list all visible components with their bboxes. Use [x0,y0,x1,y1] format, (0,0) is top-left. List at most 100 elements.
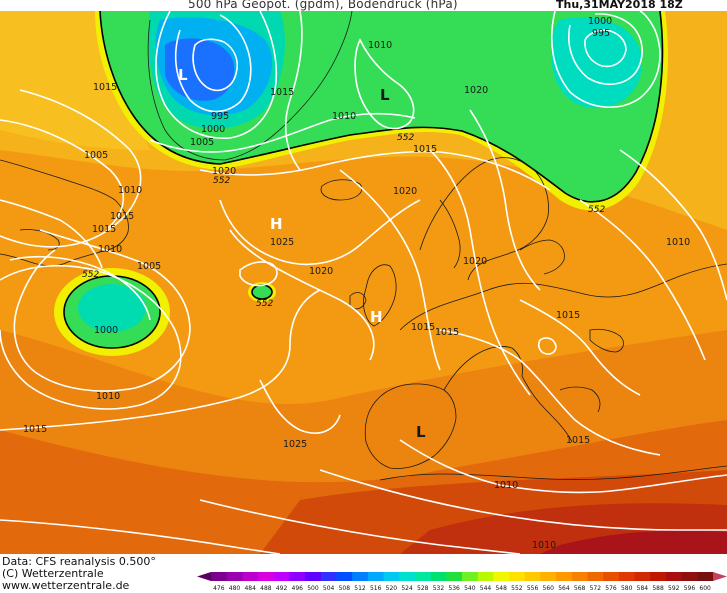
legend-tick-label: 544 [480,585,492,592]
legend-swatch [399,572,416,581]
legend-swatch [352,572,369,581]
pressure-label-layer: 1015 1005 1010 1015 1015 1010 1005 1000 … [23,16,690,551]
pressure-system-layer: L L H H L [178,66,426,441]
pressure-label: 1020 [309,266,333,277]
legend-tick-label: 592 [668,585,680,592]
color-scale-legend: 476 480 484 488 492 496 500 504 508 512 516 520 524 5… [197,572,727,592]
legend-tick-label: 532 [433,585,445,592]
legend-swatch [587,572,604,581]
legend-swatch [273,572,290,581]
legend-tick-label: 540 [464,585,476,592]
legend-tick-label: 600 [699,585,711,592]
legend-tick-label: 584 [637,585,649,592]
pressure-label: 1000 [94,325,118,336]
pressure-label: 995 [211,111,229,122]
legend-tick-label: 588 [652,585,664,592]
legend-tick-label: 568 [574,585,586,592]
weather-map: 1015 1005 1010 1015 1015 1010 1005 1000 … [0,11,727,554]
pressure-label: 1005 [84,150,108,161]
pressure-label: 995 [592,28,610,39]
low-marker: L [416,423,426,441]
legend-tick-label: 580 [621,585,633,592]
low-greenland-core [165,38,235,101]
pressure-label: 1015 [566,435,590,446]
pressure-label: 1015 [92,224,116,235]
legend-swatch [446,572,463,581]
pressure-label: 1020 [463,256,487,267]
pressure-label: 1015 [413,144,437,155]
geopotential-label-layer: 552 552 552 552 552 [82,133,605,309]
legend-swatch [258,572,275,581]
legend-tick-label: 564 [558,585,570,592]
pressure-label: 1010 [96,391,120,402]
legend-swatch [383,572,400,581]
legend-tick-label: 524 [401,585,413,592]
low-marker: L [178,66,188,84]
legend-arrow-low [197,572,211,581]
pressure-label: 1015 [270,87,294,98]
legend-tick-label: 492 [276,585,288,592]
legend-tick-label: 496 [292,585,304,592]
chart-title: 500 hPa Geopot. (gpdm), Bodendruck (hPa) [188,0,458,11]
isobars [0,11,727,554]
legend-tick-label: 536 [448,585,460,592]
legend-swatch [336,572,353,581]
data-source-credit: Data: CFS reanalysis 0.500° [2,555,156,568]
website-link[interactable]: www.wetterzentrale.de [2,579,130,592]
legend-swatch [603,572,620,581]
legend-tick-label: 488 [260,585,272,592]
pressure-label: 1000 [201,124,225,135]
legend-tick-label: 504 [323,585,335,592]
copyright-credit: (C) Wetterzentrale [2,567,104,580]
legend-tick-label: 516 [370,585,382,592]
legend-tick-label: 560 [543,585,555,592]
legend-tick-label: 528 [417,585,429,592]
legend-swatch [650,572,667,581]
legend-tick-label: 500 [307,585,319,592]
legend-swatch [571,572,588,581]
geopotential-label: 552 [213,176,230,186]
geopotential-label: 552 [397,133,414,143]
legend-tick-label: 480 [229,585,241,592]
legend-swatch [320,572,337,581]
field-south-5 [540,530,727,554]
cutoff-low-core [78,284,146,332]
valid-time: Thu,31MAY2018 18Z [556,0,683,11]
pressure-label: 1000 [588,16,612,27]
legend-swatch [681,572,698,581]
legend-swatch [462,572,479,581]
legend-tick-label: 548 [495,585,507,592]
legend-swatch [524,572,541,581]
legend-tick-label: 576 [605,585,617,592]
low-northeast-cyan [551,17,642,109]
legend-swatch [665,572,683,581]
pressure-label: 1015 [23,424,47,435]
legend-tick-label: 520 [386,585,398,592]
pressure-label: 1005 [190,137,214,148]
legend-arrow-high [713,572,727,581]
legend-tick-label: 556 [527,585,539,592]
geopotential-label: 552 [256,299,273,309]
pressure-label: 1015 [556,310,580,321]
pressure-label: 1010 [666,237,690,248]
legend-tick-label: 484 [244,585,256,592]
mini-low-green [252,285,272,299]
legend-swatch [697,572,714,581]
high-marker: H [370,308,383,326]
geopotential-label: 552 [588,205,605,215]
legend-swatch [540,572,557,581]
pressure-label: 1020 [464,85,488,96]
legend-swatch [556,572,573,581]
legend-tick-label: 508 [339,585,351,592]
legend-swatch [493,572,510,581]
legend-swatch [289,572,306,581]
legend-tick-label: 552 [511,585,523,592]
legend-swatch [634,572,651,581]
pressure-label: 1025 [283,439,307,450]
pressure-label: 1015 [110,211,134,222]
pressure-label: 1010 [532,540,556,551]
legend-swatch [305,572,322,581]
legend-swatch [618,572,636,581]
legend-swatch [242,572,259,581]
legend-swatch [414,572,432,581]
